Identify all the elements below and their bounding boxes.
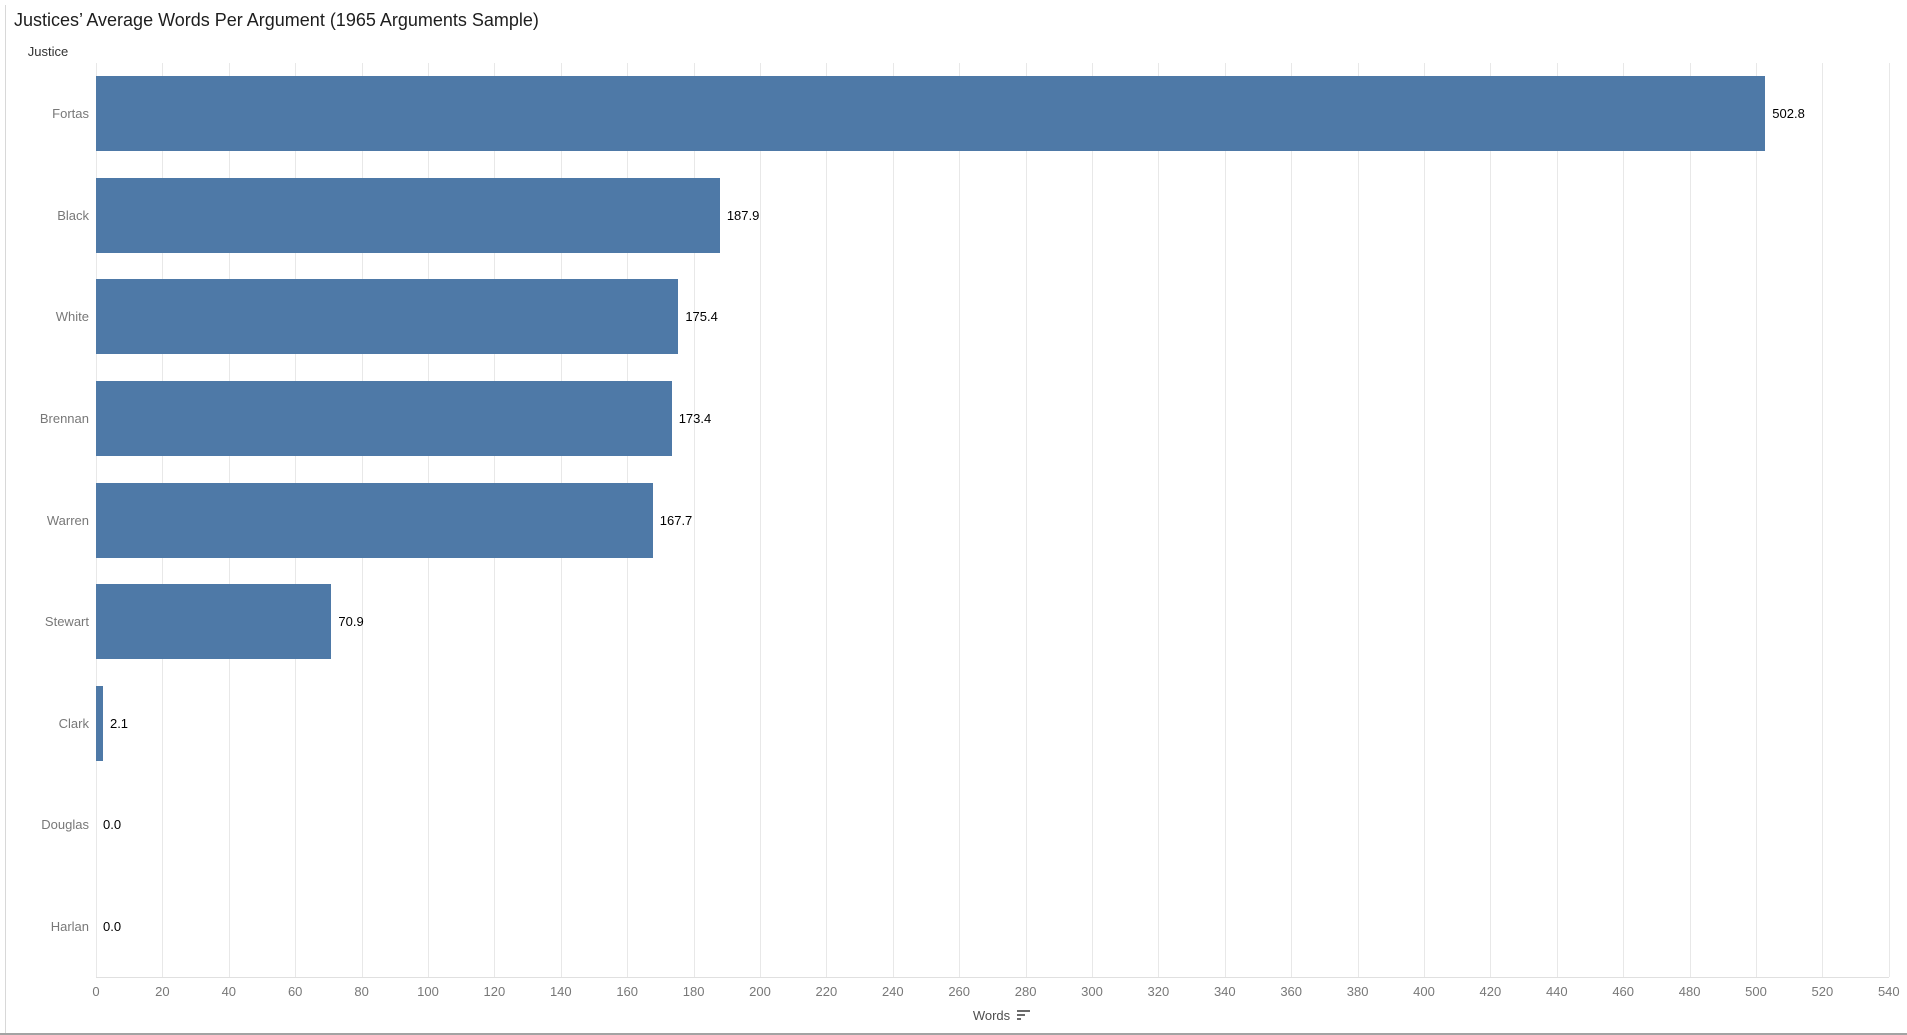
gridline (1025, 63, 1027, 977)
x-tick-label: 440 (1545, 984, 1568, 999)
x-tick-label: 380 (1346, 984, 1369, 999)
bar[interactable] (96, 279, 679, 354)
category-label[interactable]: Harlan (50, 919, 89, 934)
bar[interactable] (96, 483, 653, 558)
x-tick-label: 280 (1014, 984, 1037, 999)
row-field-header: Justice (27, 44, 69, 59)
gridline (1689, 63, 1691, 977)
x-axis-title-block: Words (96, 1008, 1907, 1023)
bar-value-label: 502.8 (1772, 106, 1805, 121)
view-left-border (5, 5, 6, 1033)
category-label[interactable]: Brennan (39, 411, 89, 426)
x-axis-line (96, 977, 1889, 978)
x-tick-label: 460 (1612, 984, 1635, 999)
x-tick-label: 260 (948, 984, 971, 999)
bar-value-label: 0.0 (103, 919, 122, 934)
category-label[interactable]: Black (57, 208, 89, 223)
category-label[interactable]: Clark (58, 716, 89, 731)
x-tick-label: 360 (1280, 984, 1303, 999)
gridline (1756, 63, 1757, 977)
chart-title: Justices’ Average Words Per Argument (19… (14, 10, 539, 30)
x-tick-label: 140 (549, 984, 572, 999)
category-label[interactable]: Stewart (44, 614, 89, 629)
gridline (1623, 63, 1625, 977)
bar-value-label: 167.7 (659, 513, 693, 528)
gridline (1357, 63, 1359, 977)
x-tick-label: 540 (1877, 984, 1900, 999)
gridline (693, 63, 695, 977)
view-bottom-border (0, 1033, 1907, 1035)
sort-descending-icon[interactable] (1017, 1009, 1031, 1022)
x-tick-label: 20 (155, 984, 170, 999)
x-tick-label: 60 (287, 984, 303, 999)
x-axis-title: Words (972, 1008, 1011, 1023)
category-label[interactable]: Fortas (52, 106, 89, 121)
x-tick-label: 40 (221, 984, 237, 999)
x-tick-label: 180 (682, 984, 705, 999)
gridline (892, 63, 894, 977)
category-label[interactable]: Warren (46, 513, 89, 528)
x-tick-label: 320 (1147, 984, 1170, 999)
gridline (1092, 63, 1093, 977)
category-label[interactable]: Douglas (41, 817, 89, 832)
x-tick-label: 300 (1081, 984, 1103, 999)
x-tick-label: 500 (1745, 984, 1767, 999)
x-tick-label: 100 (417, 984, 439, 999)
bar[interactable] (96, 76, 1766, 151)
x-tick-label: 340 (1213, 984, 1236, 999)
gridline (1224, 63, 1226, 977)
bar-value-label: 2.1 (109, 716, 129, 731)
gridline (959, 63, 961, 977)
x-tick-label: 120 (483, 984, 506, 999)
gridline (1424, 63, 1425, 977)
x-tick-label: 520 (1811, 984, 1834, 999)
bar[interactable] (96, 178, 720, 253)
x-tick-label: 480 (1678, 984, 1701, 999)
gridline (1556, 63, 1558, 977)
gridline (1490, 63, 1492, 977)
gridline (1291, 63, 1293, 977)
bar-value-label: 187.9 (726, 208, 760, 223)
x-tick-label: 0 (92, 984, 100, 999)
x-tick-label: 400 (1413, 984, 1435, 999)
bar-value-label: 70.9 (338, 614, 364, 629)
x-tick-label: 420 (1479, 984, 1502, 999)
x-tick-label: 200 (749, 984, 771, 999)
bar-value-label: 173.4 (678, 411, 712, 426)
x-tick-label: 240 (881, 984, 904, 999)
bar[interactable] (96, 686, 103, 761)
bar[interactable] (96, 584, 332, 659)
bar-value-label: 0.0 (103, 817, 122, 832)
x-tick-label: 80 (354, 984, 369, 999)
bar[interactable] (96, 381, 672, 456)
gridline (1888, 63, 1890, 977)
gridline (760, 63, 761, 977)
x-tick-label: 220 (815, 984, 838, 999)
bar-value-label: 175.4 (685, 309, 718, 324)
gridline (1158, 63, 1160, 977)
x-tick-label: 160 (616, 984, 639, 999)
category-label[interactable]: White (55, 309, 89, 324)
gridline (1822, 63, 1824, 977)
plot-area: Fortas 502.8 Black 187.9 White 175.4 Brennan 17… (0, 63, 1907, 977)
gridline (826, 63, 828, 977)
